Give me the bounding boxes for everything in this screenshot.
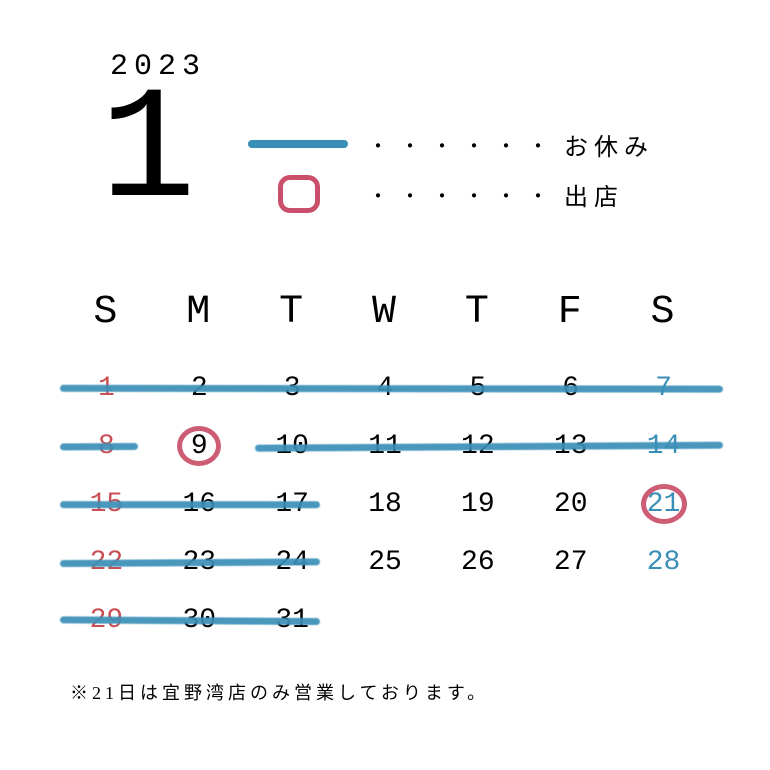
day-cell: 18 (339, 489, 432, 520)
calendar-card: 2023 1 ・・・・・・ お休み ・・・・・・ 出店 SMTWTFS12345… (0, 0, 770, 770)
header-row: 1 ・・・・・・ お休み ・・・・・・ 出店 (60, 74, 710, 234)
holiday-strike (60, 501, 320, 508)
legend-holiday-label: お休み (564, 127, 654, 162)
legend-dots: ・・・・・・ (368, 130, 560, 159)
calendar-row: 1234567 (60, 359, 710, 417)
day-cell: 20 (524, 489, 617, 520)
day-cell: 25 (339, 547, 432, 578)
legend-event-label: 出店 (564, 177, 624, 212)
weekday-header: SMTWTFS (60, 284, 710, 341)
weekday-label: T (431, 284, 524, 341)
calendar-row: 891011121314 (60, 417, 710, 475)
legend: ・・・・・・ お休み ・・・・・・ 出店 (248, 119, 654, 219)
calendar-row: 293031 (60, 591, 710, 649)
weekday-label: S (60, 284, 153, 341)
legend-holiday: ・・・・・・ お休み (248, 119, 654, 169)
day-cell: 27 (524, 547, 617, 578)
event-circle (641, 484, 687, 524)
legend-dots: ・・・・・・ (368, 180, 560, 209)
calendar-row: 22232425262728 (60, 533, 710, 591)
day-cell: 26 (431, 547, 524, 578)
circle-icon (278, 175, 320, 213)
footnote: ※21日は宜野湾店のみ営業しております。 (70, 679, 710, 705)
month-number: 1 (100, 74, 188, 234)
weekday-label: S (617, 284, 710, 341)
weekday-label: T (246, 284, 339, 341)
calendar-grid: SMTWTFS123456789101112131415161718192021… (60, 284, 710, 649)
day-cell: 28 (617, 547, 710, 578)
holiday-strike (60, 443, 138, 450)
strike-icon (248, 140, 348, 148)
weekday-label: M (153, 284, 246, 341)
weekday-label: W (339, 284, 432, 341)
event-circle (177, 426, 221, 466)
legend-event: ・・・・・・ 出店 (248, 169, 654, 219)
calendar-row: 15161718192021 (60, 475, 710, 533)
weekday-label: F (524, 284, 617, 341)
day-cell: 19 (431, 489, 524, 520)
holiday-strike (60, 385, 723, 393)
